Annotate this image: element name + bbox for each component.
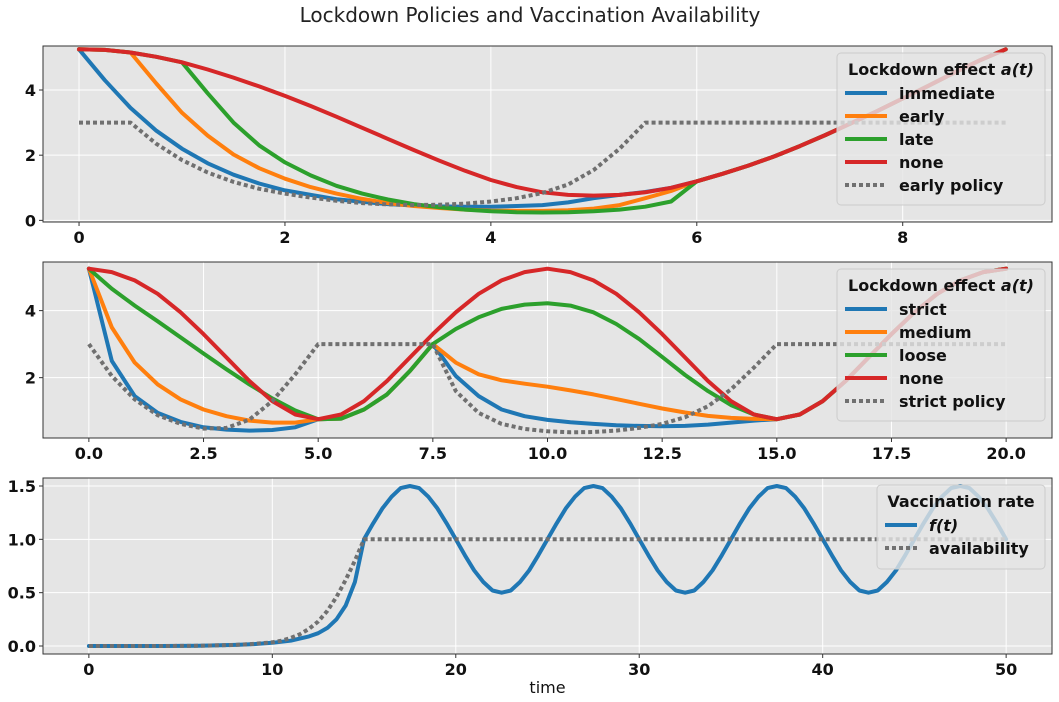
x-tick-label: 0 [73,228,84,247]
x-tick-label: 8 [897,228,908,247]
legend-box [836,268,1046,422]
x-tick-label: 12.5 [642,444,681,463]
y-tick-label: 1.5 [8,477,36,496]
legend-label: availability [929,539,1029,558]
legend-label: early [899,107,945,126]
series-group [86,484,1009,648]
subplot-1: 0 2 4 6 8 0 2 4 Lockdown effect a(t) immediate ear… [25,45,1053,247]
x-tick-label: 40 [812,660,834,679]
x-tick-label: 20 [445,660,467,679]
legend-label: early policy [899,176,1004,195]
y-tick-label: 4 [25,302,36,321]
legend: Vaccination rate f(t) availability [876,484,1046,570]
legend: Lockdown effect a(t) immediate early late no… [836,52,1046,206]
legend-label: none [899,153,944,172]
x-tick-label: 0 [83,660,94,679]
legend-label: loose [899,346,947,365]
x-tick-label: 17.5 [872,444,911,463]
x-tick-label: 30 [628,660,650,679]
y-tick-label: 0.5 [8,584,36,603]
legend-label: strict [899,300,947,319]
legend-box [876,484,1046,570]
x-tick-label: 20.0 [986,444,1025,463]
x-tick-label: 7.5 [419,444,447,463]
x-tick-label: 50 [995,660,1017,679]
legend-label: none [899,369,944,388]
x-tick-label: 10 [261,660,283,679]
x-tick-label: 2.5 [189,444,217,463]
subplot-2: 0.0 2.5 5.0 7.5 10.0 12.5 15.0 17.5 20.0 2 4 Lockdo… [25,261,1053,463]
figure-title: Lockdown Policies and Vaccination Availa… [300,3,761,27]
legend-title: Lockdown effect a(t) [848,60,1034,79]
x-tick-label: 2 [279,228,290,247]
legend-label: medium [899,323,972,342]
x-tick-label: 0.0 [75,444,103,463]
x-tick-label: 10.0 [528,444,567,463]
subplots: 0 2 4 6 8 0 2 4 Lockdown effect a(t) immediate ear… [8,45,1053,697]
legend-label: immediate [899,84,995,103]
legend-box [836,52,1046,206]
y-tick-label: 1.0 [8,530,36,549]
y-tick-label: 0.0 [8,637,36,656]
x-tick-label: 5.0 [304,444,332,463]
legend-label: f(t) [929,516,958,535]
y-tick-label: 4 [25,81,36,100]
y-tick-label: 2 [25,146,36,165]
x-tick-label: 15.0 [757,444,796,463]
legend-title: Vaccination rate [887,492,1034,511]
series-line-early-policy [79,120,1006,208]
x-tick-label: 4 [485,228,496,247]
y-tick-label: 0 [25,211,36,230]
axes-frame [42,45,1053,223]
x-tick-label: 6 [691,228,702,247]
series-line-strict-policy [87,342,1007,435]
y-tick-label: 2 [25,369,36,388]
subplot-3: 0 10 20 30 40 50 0.0 0.5 1.0 1.5 time Vaccination r… [8,477,1053,697]
x-axis-label: time [529,678,565,697]
series-line-availability [88,537,1007,648]
legend-label: strict policy [899,392,1006,411]
legend-label: late [899,130,934,149]
axes-frame [42,477,1053,655]
legend-title: Lockdown effect a(t) [848,276,1034,295]
legend: Lockdown effect a(t) strict medium loose non… [836,268,1046,422]
